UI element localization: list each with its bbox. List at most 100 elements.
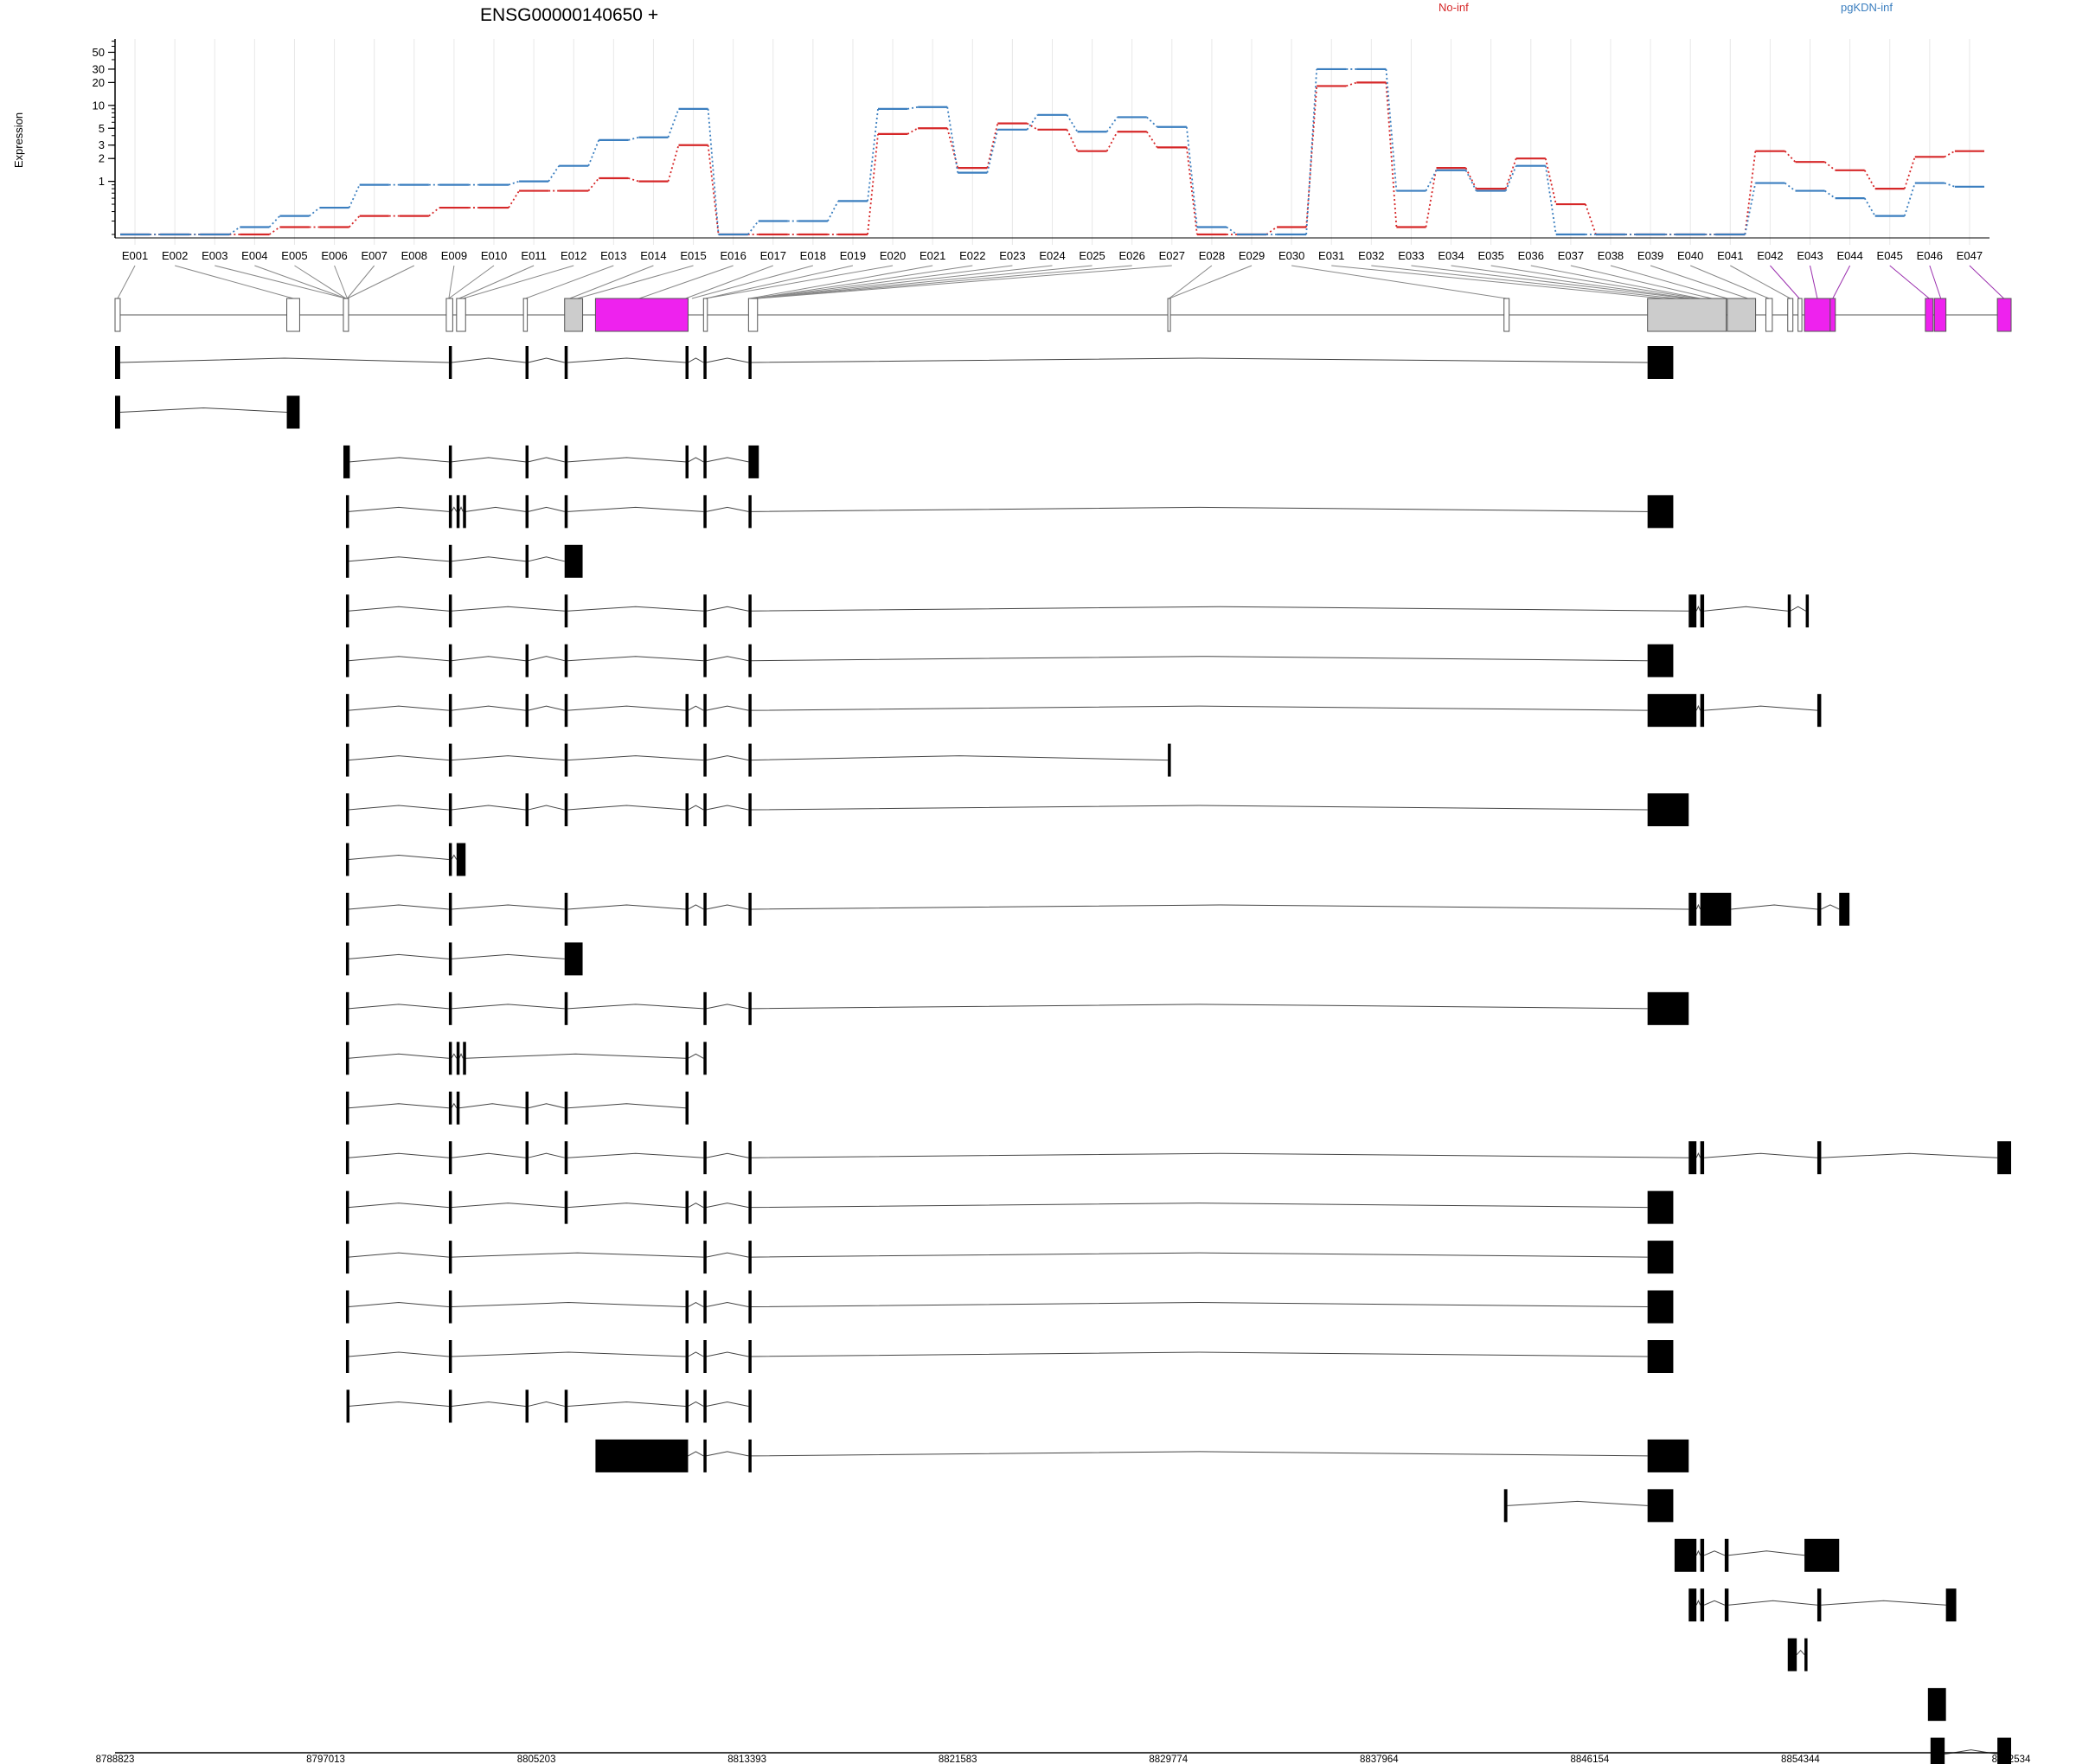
- gene-model-exon: [1925, 298, 1934, 332]
- transcript-intron: [451, 755, 565, 761]
- transcript-intron: [567, 1401, 686, 1407]
- transcript-exon: [1647, 694, 1697, 728]
- series-connector: [1863, 197, 1876, 217]
- transcript-intron: [706, 1152, 749, 1158]
- series-connector: [1425, 170, 1438, 191]
- transcript-intron: [751, 1351, 1648, 1357]
- transcript-intron: [706, 1203, 749, 1209]
- transcript-intron: [348, 904, 449, 910]
- exon-connector: [1832, 265, 1851, 299]
- transcript-exon: [456, 1042, 460, 1075]
- transcript-exon: [685, 1190, 689, 1224]
- transcript-exon: [1647, 1241, 1674, 1274]
- transcript-track: [345, 495, 1674, 529]
- genomic-tick-label: 8805203: [517, 1754, 556, 1764]
- exon-label: E022: [959, 249, 985, 262]
- series-connector: [1185, 126, 1198, 228]
- transcript-exon: [525, 1141, 529, 1175]
- transcript-exon: [564, 544, 583, 578]
- transcript-exon: [1688, 1588, 1697, 1622]
- transcript-intron: [348, 1152, 449, 1158]
- transcript-intron: [567, 457, 686, 463]
- transcript-exon: [525, 495, 529, 529]
- exon-connector: [569, 265, 654, 299]
- transcript-intron: [706, 1252, 749, 1258]
- exon-label: E038: [1598, 249, 1624, 262]
- exon-connector: [1610, 265, 1728, 299]
- transcript-intron: [1945, 1749, 1998, 1755]
- transcript-exon: [448, 1241, 452, 1274]
- series-connector: [628, 136, 639, 141]
- genomic-tick-label: 8846154: [1571, 1754, 1610, 1764]
- series-connector: [1425, 168, 1438, 228]
- genomic-tick-label: 8797013: [306, 1754, 345, 1764]
- gene-model-exon: [1996, 298, 2012, 332]
- transcript-exon: [595, 1439, 689, 1472]
- transcript-intron: [348, 854, 449, 860]
- transcript-exon: [448, 1042, 452, 1075]
- transcript-exon: [685, 1290, 689, 1324]
- gene-model-exon: [1727, 298, 1757, 332]
- exon-label: E012: [561, 249, 586, 262]
- transcript-intron: [348, 506, 449, 512]
- transcript-exon: [463, 495, 466, 529]
- transcript-intron: [567, 1203, 686, 1209]
- transcript-exon: [564, 445, 568, 478]
- transcript-intron: [348, 953, 449, 959]
- transcript-exon: [748, 445, 759, 478]
- series-connector: [1903, 157, 1916, 189]
- transcript-intron: [706, 457, 749, 463]
- transcript-exon: [1804, 1538, 1840, 1572]
- transcript-exon: [564, 1091, 568, 1125]
- transcript-exon: [703, 1290, 707, 1324]
- series-connector: [1226, 226, 1238, 235]
- transcript-exon: [703, 1439, 707, 1472]
- transcript-intron: [751, 755, 1169, 761]
- transcript-intron: [706, 705, 749, 711]
- transcript-intron: [688, 904, 704, 910]
- gene-model-exon: [343, 298, 349, 332]
- series-connector: [1744, 183, 1757, 235]
- transcript-intron: [751, 1451, 1648, 1457]
- transcript-intron: [688, 1351, 704, 1357]
- exon-label: E037: [1558, 249, 1584, 262]
- series-connector: [707, 108, 720, 235]
- transcript-exon: [1700, 594, 1705, 628]
- transcript-exon: [345, 743, 349, 777]
- series-connector: [1265, 226, 1278, 235]
- genomic-tick-label: 8813393: [727, 1754, 766, 1764]
- gene-model-exon: [114, 298, 121, 332]
- exon-connector: [347, 265, 415, 299]
- transcript-intron: [567, 357, 686, 363]
- exon-labels: E001 E002 E003 E004 E005 E006 E007 E008 E009 E010…: [122, 249, 1983, 262]
- exon-connector: [254, 265, 347, 299]
- exon-connector: [756, 265, 1132, 299]
- transcript-track: [343, 445, 759, 478]
- series-connector: [1346, 81, 1357, 87]
- series-connector: [1146, 116, 1158, 128]
- exon-label: E031: [1318, 249, 1344, 262]
- transcript-intron: [1790, 606, 1806, 612]
- transcript-exon: [1647, 793, 1689, 827]
- series-connector: [1744, 151, 1757, 235]
- transcript-intron: [348, 1252, 449, 1258]
- series-connector: [746, 220, 759, 235]
- transcript-exon: [748, 991, 752, 1025]
- transcript-track: [1674, 1538, 1840, 1572]
- transcript-intron: [451, 953, 565, 959]
- transcript-exon: [703, 991, 707, 1025]
- gene-model-exon: [564, 298, 584, 332]
- transcript-intron: [1695, 903, 1701, 910]
- transcript-intron: [528, 805, 565, 811]
- exon-label: E047: [1957, 249, 1983, 262]
- exon-connectors: [117, 265, 2004, 299]
- transcript-intron: [348, 656, 449, 662]
- exon-label: E046: [1917, 249, 1943, 262]
- exon-label: E043: [1797, 249, 1823, 262]
- transcript-exon: [1816, 1141, 1822, 1175]
- transcript-track: [345, 1141, 2011, 1175]
- transcript-track: [345, 1042, 707, 1075]
- transcript-intron: [751, 1004, 1648, 1010]
- exon-label: E032: [1358, 249, 1384, 262]
- exon-connector: [756, 265, 1092, 299]
